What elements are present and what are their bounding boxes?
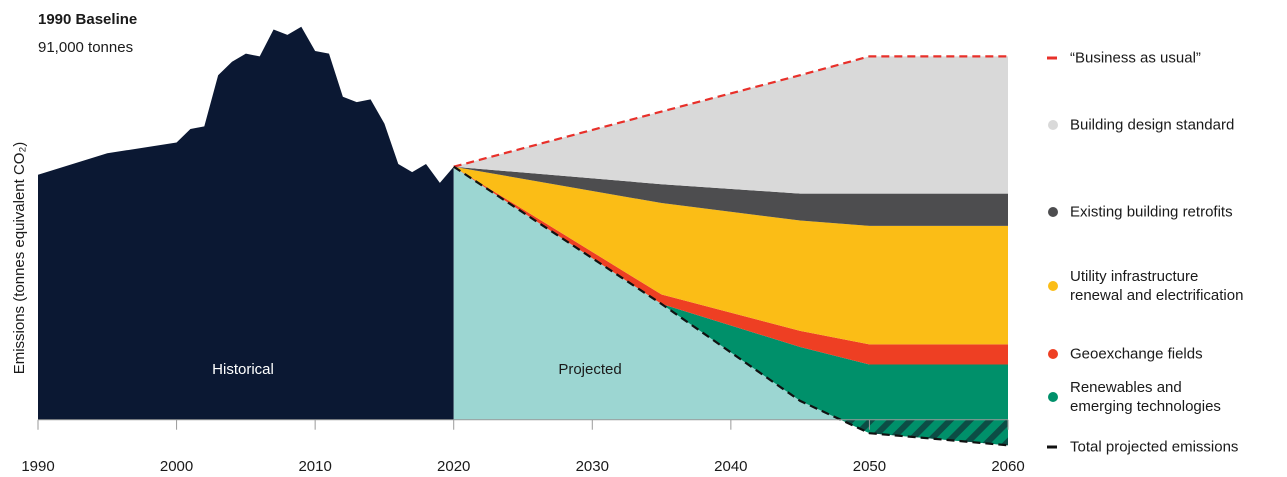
wedge-area [453,166,1008,365]
legend-label: Renewables and emerging technologies [1070,379,1221,415]
x-tick-label: 2060 [991,458,1024,475]
wedge-area [453,56,1008,194]
legend-label: Utility infrastructure renewal and elect… [1070,268,1244,304]
legend-marker [1048,349,1058,359]
legend-marker [1048,120,1058,130]
x-tick-label: 2050 [853,458,886,475]
dashed-line [453,55,1008,168]
legend-marker [1048,281,1058,291]
legend-marker [1048,392,1058,402]
legend-label: Building design standard [1070,116,1235,134]
wedge-area [453,166,1008,226]
historical-label: Historical [212,361,274,378]
x-tick-label: 2000 [160,458,193,475]
legend-marker [1047,56,1057,60]
x-tick-label: 2030 [576,458,609,475]
y-axis-label: Emissions (tonnes equivalent CO₂) [11,142,28,375]
negative-hatch [840,419,1008,446]
x-tick-label: 2020 [437,458,470,475]
historical-area [38,26,454,420]
wedge-area [453,166,1008,345]
x-tick-label: 1990 [21,458,54,475]
dashed-line [453,165,1009,447]
x-tick-label: 2040 [714,458,747,475]
projected-area [453,166,841,420]
legend-label: Total projected emissions [1070,438,1239,456]
legend-label: Existing building retrofits [1070,203,1233,221]
x-tick-label: 2010 [298,458,331,475]
baseline-value: 91,000 tonnes [38,39,133,56]
legend-label: Geoexchange fields [1070,345,1203,363]
baseline-title: 1990 Baseline [38,11,137,28]
legend-label: “Business as usual” [1070,49,1201,67]
legend-marker [1048,207,1058,217]
projected-label: Projected [558,361,621,378]
wedge-area [453,166,1008,446]
legend-marker [1047,445,1057,449]
